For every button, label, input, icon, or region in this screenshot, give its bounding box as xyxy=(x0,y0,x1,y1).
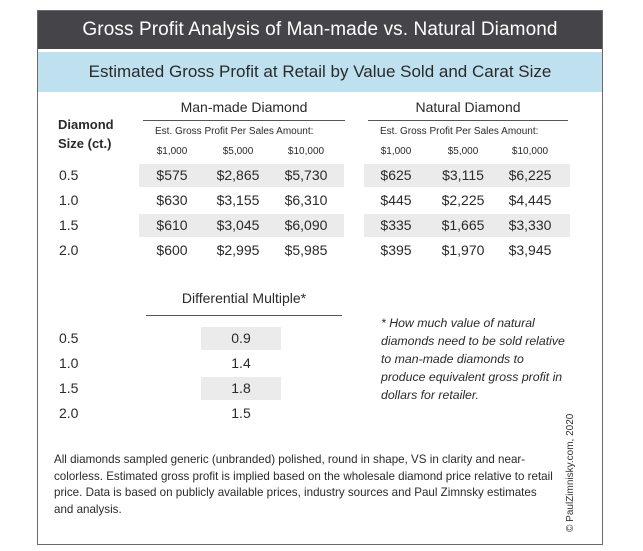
table-cell: $2,865 xyxy=(216,167,260,183)
size-label: 0.5 xyxy=(59,167,79,183)
size-label: 2.0 xyxy=(59,242,79,258)
table-cell: $3,945 xyxy=(508,242,552,258)
group-rule-natural xyxy=(368,120,568,121)
group-subheader-man-made: Est. Gross Profit Per Sales Amount: xyxy=(155,126,314,137)
table-cell: $5,730 xyxy=(284,167,328,183)
table-cell: $395 xyxy=(380,242,412,258)
table-cell: $4,445 xyxy=(508,192,552,208)
row-shade xyxy=(201,327,281,350)
table-cell: $575 xyxy=(156,167,188,183)
row-shade xyxy=(139,214,344,237)
column-header: $1,000 xyxy=(156,146,188,157)
table-cell: $625 xyxy=(380,167,412,183)
differential-rule xyxy=(146,315,342,316)
row-shade xyxy=(201,377,281,400)
table-cell: $2,995 xyxy=(216,242,260,258)
differential-title: Differential Multiple* xyxy=(181,290,307,306)
table-cell: $2,225 xyxy=(441,192,485,208)
table-cell: $5,985 xyxy=(284,242,328,258)
page-title: Gross Profit Analysis of Man-made vs. Na… xyxy=(38,11,602,49)
group-rule-man-made xyxy=(143,120,345,121)
size-column-header: Diamond Size (ct.) xyxy=(58,117,114,151)
column-header: $10,000 xyxy=(287,146,325,157)
group-title-man-made: Man-made Diamond xyxy=(180,99,308,115)
group-subheader-natural: Est. Gross Profit Per Sales Amount: xyxy=(380,126,539,137)
differential-value: 0.9 xyxy=(231,330,251,346)
column-header: $1,000 xyxy=(380,146,412,157)
table-cell: $6,225 xyxy=(508,167,552,183)
table-cell: $1,665 xyxy=(441,217,485,233)
table-cell: $630 xyxy=(156,192,188,208)
table-cell: $6,090 xyxy=(284,217,328,233)
table-cell: $3,115 xyxy=(442,167,484,183)
differential-value: 1.8 xyxy=(231,380,251,396)
table-cell: $1,970 xyxy=(441,242,485,258)
size-label: 0.5 xyxy=(59,330,79,346)
size-label: 1.0 xyxy=(59,355,79,371)
group-title-natural: Natural Diamond xyxy=(415,99,521,115)
table-cell: $335 xyxy=(380,217,412,233)
differential-value: 1.5 xyxy=(231,405,251,421)
size-label: 2.0 xyxy=(59,405,79,421)
table-cell: $3,330 xyxy=(508,217,552,233)
differential-note: * How much value of natural diamonds nee… xyxy=(381,316,565,402)
table-cell: $445 xyxy=(380,192,412,208)
table-cell: $6,310 xyxy=(284,192,328,208)
row-shade xyxy=(364,164,570,187)
infographic-frame: Gross Profit Analysis of Man-made vs. Na… xyxy=(37,10,603,545)
size-label: 1.5 xyxy=(59,217,79,233)
page-subtitle: Estimated Gross Profit at Retail by Valu… xyxy=(38,52,602,92)
copyright-credit: © PaulZimnisky.com, 2020 xyxy=(565,413,576,532)
table-cell: $600 xyxy=(156,242,188,258)
size-label: 1.5 xyxy=(59,380,79,396)
methodology-footnote: All diamonds sampled generic (unbranded)… xyxy=(54,453,553,516)
row-shade xyxy=(364,214,570,237)
column-header: $5,000 xyxy=(447,146,479,157)
column-header: $5,000 xyxy=(222,146,254,157)
table-cell: $3,155 xyxy=(216,192,260,208)
column-header: $10,000 xyxy=(511,146,549,157)
table-cell: $610 xyxy=(156,217,188,233)
table-cell: $3,045 xyxy=(216,217,260,233)
size-label: 1.0 xyxy=(59,192,79,208)
row-shade xyxy=(139,164,344,187)
differential-value: 1.4 xyxy=(231,355,251,371)
